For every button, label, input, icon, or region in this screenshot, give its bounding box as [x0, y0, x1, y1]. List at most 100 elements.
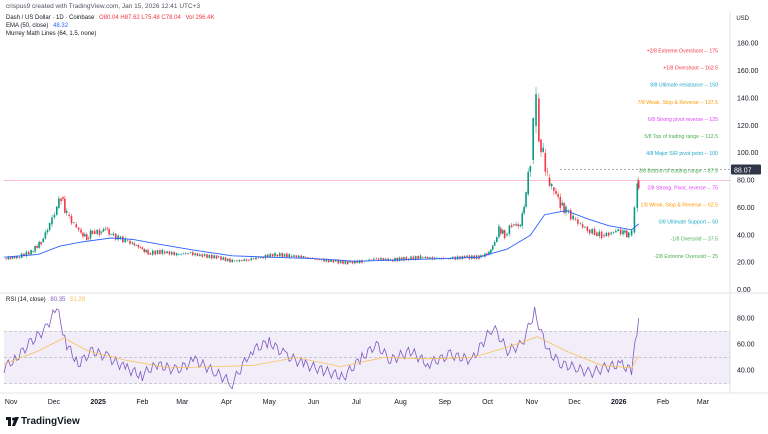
- candle-body: [519, 224, 522, 227]
- candle-body: [327, 259, 330, 262]
- candle-body: [332, 259, 335, 263]
- price-tag-label: 88.07: [734, 167, 752, 174]
- murrey-level-label: +1/8 Overshoot -- 162.5: [663, 66, 718, 72]
- candle-body: [199, 254, 201, 256]
- candle-body: [283, 253, 286, 257]
- candle-body: [201, 254, 204, 257]
- murrey-level-label: +2/8 Extreme Overshoot -- 175: [647, 49, 718, 55]
- candle-body: [166, 251, 168, 254]
- candle-body: [124, 238, 127, 243]
- candle-body: [100, 231, 103, 233]
- candle-body: [34, 245, 36, 252]
- candle-body: [510, 225, 513, 228]
- candle-body: [559, 196, 562, 208]
- candle-body: [60, 198, 62, 202]
- x-tick-label: Jul: [352, 399, 361, 406]
- murrey-level-label: 8/8 Ultimate resistance -- 150: [650, 83, 718, 89]
- axes: 180.00 160.00 140.00 120.00 100.00 80.00 60.00…: [5, 41, 761, 406]
- candle-body: [521, 213, 524, 226]
- legend-rsi-row[interactable]: RSI (14, close) 80.35 51.28: [6, 296, 85, 304]
- x-tick-label: Mar: [697, 399, 710, 406]
- candle-body: [141, 247, 144, 250]
- x-tick-label: Apr: [221, 399, 233, 406]
- candle-body: [596, 232, 598, 237]
- candle-body: [304, 257, 307, 258]
- candle-body: [579, 223, 582, 224]
- candle-body: [403, 257, 405, 261]
- candle-body: [532, 118, 534, 160]
- candle-body: [495, 237, 498, 243]
- candle-body: [351, 261, 354, 264]
- rsi-pane: [3, 306, 730, 390]
- candle-body: [501, 230, 504, 234]
- legend-ema-row[interactable]: EMA (50, close) 48.32: [6, 22, 68, 30]
- candle-body: [515, 224, 517, 226]
- candle-body: [593, 229, 596, 236]
- candle-body: [288, 254, 291, 258]
- candle-body: [161, 249, 164, 254]
- legend-murrey-row[interactable]: Murrey Math Lines (64, 1.5, none): [6, 30, 96, 38]
- candle-body: [187, 253, 189, 254]
- candle-body: [600, 231, 603, 238]
- candle-body: [154, 250, 156, 255]
- candle-body: [126, 240, 129, 242]
- candle-body: [238, 260, 241, 262]
- candle-body: [139, 247, 142, 248]
- candle-body: [419, 255, 422, 259]
- y-tick-label: 60.00: [737, 205, 755, 212]
- candle-body: [563, 202, 565, 213]
- murrey-level-label: -1/8 Oversold -- 37.5: [670, 237, 718, 243]
- candle-body: [27, 251, 30, 255]
- candle-body: [194, 253, 196, 256]
- candle-body: [255, 257, 257, 260]
- candle-body: [414, 256, 417, 260]
- candle-body: [94, 231, 96, 234]
- candle-body: [80, 229, 82, 233]
- candle-body: [391, 259, 394, 262]
- legend-symbol-row: Dash / US Dollar · 1D · Coinbase O80.04 …: [6, 14, 214, 22]
- rsi-ma-line: [3, 336, 640, 369]
- x-tick-label: Jun: [308, 399, 319, 406]
- murrey-level-label: 3/8 Bottom of trading range -- 87.5: [639, 168, 718, 174]
- candle-body: [5, 258, 7, 260]
- candle-body: [98, 229, 101, 235]
- candle-body: [62, 196, 64, 199]
- candle-body: [274, 252, 276, 257]
- candle-body: [417, 256, 419, 259]
- candle-body: [240, 260, 243, 261]
- candle-body: [108, 229, 110, 235]
- candle-body: [463, 256, 466, 259]
- candle-body: [40, 241, 42, 245]
- rsi-y-tick-label: 40.00: [737, 368, 755, 375]
- rsi-y-tick-label: 60.00: [737, 342, 755, 349]
- candle-body: [252, 258, 255, 260]
- symbol-label[interactable]: Dash / US Dollar · 1D · Coinbase: [6, 15, 95, 21]
- candle-body: [607, 232, 610, 236]
- candle-body: [44, 232, 47, 239]
- ohlc-values: O80.04 H87.62 L75.48 C78.04: [99, 15, 181, 21]
- candle-body: [243, 259, 245, 261]
- candle-body: [281, 253, 283, 257]
- candle-body: [368, 259, 370, 261]
- currency-label[interactable]: USD: [736, 16, 749, 22]
- candle-body: [382, 258, 385, 261]
- candle-body: [490, 249, 492, 254]
- murrey-level-label: 5/8 Top of trading range -- 112.5: [644, 134, 718, 140]
- candle-body: [561, 202, 563, 206]
- candle-body: [87, 238, 90, 239]
- candle-body: [527, 171, 529, 195]
- candle-body: [349, 261, 351, 263]
- candle-body: [586, 226, 589, 231]
- y-tick-label: 20.00: [737, 260, 755, 267]
- candle-body: [535, 94, 537, 126]
- x-tick-label: Sep: [439, 399, 452, 406]
- ema-series: [3, 210, 640, 262]
- candle-body: [436, 257, 438, 259]
- candle-body: [217, 256, 220, 258]
- candle-body: [405, 257, 408, 260]
- candle-body: [82, 232, 84, 237]
- candle-body: [257, 257, 260, 259]
- candle-body: [380, 258, 382, 260]
- candle-body: [330, 259, 332, 262]
